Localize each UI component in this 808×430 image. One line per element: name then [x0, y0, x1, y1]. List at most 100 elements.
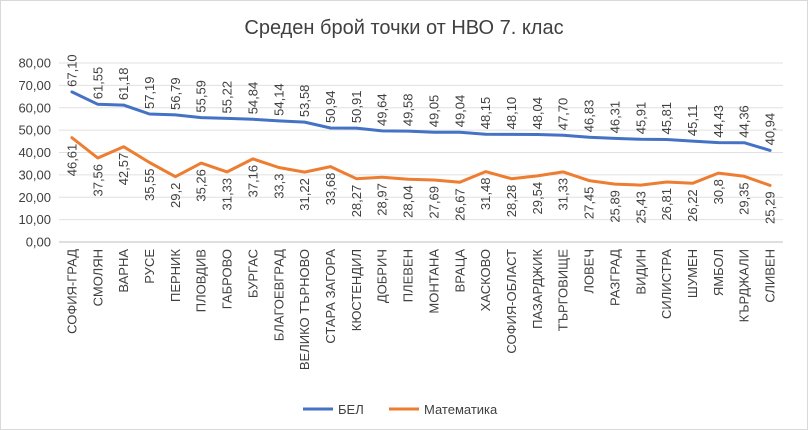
data-label: 42,57	[116, 153, 131, 186]
x-tick-label: БЛАГОЕВГРАД	[271, 249, 286, 341]
x-tick-label: ЛОВЕЧ	[582, 249, 597, 294]
x-tick-label: ДОБРИЧ	[375, 249, 390, 303]
data-label: 26,67	[452, 188, 467, 221]
data-label: 49,04	[452, 95, 467, 128]
data-label: 26,81	[659, 188, 674, 221]
data-label: 28,28	[504, 185, 519, 218]
data-label: 45,81	[659, 102, 674, 135]
legend-label: БЕЛ	[338, 402, 364, 417]
data-label: 25,29	[763, 191, 778, 224]
chart-title: Среден брой точки от НВО 7. клас	[244, 17, 563, 39]
data-label: 53,58	[297, 85, 312, 118]
data-label: 49,05	[426, 95, 441, 128]
data-label: 48,15	[478, 97, 493, 130]
data-label: 61,55	[90, 67, 105, 100]
x-tick-label: СТАРА ЗАГОРА	[323, 249, 338, 344]
data-label: 46,31	[607, 101, 622, 134]
x-tick-label: ВЕЛИКО ТЪРНОВО	[297, 249, 312, 370]
y-tick-label: 30,00	[18, 167, 51, 182]
data-label: 28,04	[401, 185, 416, 218]
data-label: 33,68	[323, 173, 338, 206]
data-label: 54,84	[245, 82, 260, 115]
data-label: 50,91	[349, 91, 364, 124]
x-tick-label: СЛИВЕН	[763, 249, 778, 303]
data-label: 31,22	[297, 178, 312, 211]
data-label: 31,33	[556, 178, 571, 211]
x-tick-label: ШУМЕН	[685, 249, 700, 298]
x-axis: СОФИЯ-ГРАД СМОЛЯН ВАРНА РУСЕ ПЕРНИК ПЛОВДИВ ГА…	[64, 249, 777, 371]
data-label: 44,43	[711, 105, 726, 138]
data-label: 45,11	[685, 104, 700, 136]
x-tick-label: ЯМБОЛ	[711, 249, 726, 296]
data-label: 67,10	[64, 54, 79, 87]
y-tick-label: 10,00	[18, 212, 51, 227]
x-tick-label: БУРГАС	[245, 249, 260, 298]
data-label: 27,69	[426, 186, 441, 219]
data-label: 54,14	[271, 83, 286, 116]
y-tick-label: 50,00	[18, 123, 51, 138]
data-label: 37,16	[245, 165, 260, 198]
data-label: 31,48	[478, 178, 493, 211]
data-label: 29,2	[168, 183, 183, 208]
legend: БЕЛ Математика	[303, 402, 498, 417]
data-label: 56,79	[168, 77, 183, 110]
x-tick-label: СИЛИСТРА	[659, 249, 674, 319]
data-label: 55,59	[194, 80, 209, 113]
x-tick-label: КЪРДЖАЛИ	[737, 249, 752, 322]
data-label: 25,89	[607, 190, 622, 223]
x-tick-label: СОФИЯ-ОБЛАСТ	[504, 249, 519, 354]
x-tick-label: РАЗГРАД	[607, 249, 622, 306]
data-label: 46,83	[582, 100, 597, 133]
x-tick-label: ТЪРГОВИЩЕ	[556, 249, 571, 332]
x-tick-label: ВИДИН	[633, 249, 648, 295]
y-tick-label: 70,00	[18, 78, 51, 93]
data-label: 47,70	[556, 98, 571, 131]
data-label: 50,94	[323, 90, 338, 123]
data-label: 35,26	[194, 169, 209, 202]
x-tick-label: ВАРНА	[116, 249, 131, 293]
x-tick-label: СМОЛЯН	[90, 249, 105, 306]
y-tick-label: 0,00	[26, 235, 51, 250]
data-label: 46,61	[64, 144, 79, 177]
x-tick-label: ПЛОВДИВ	[194, 249, 209, 312]
x-tick-label: МОНТАНА	[426, 249, 441, 314]
data-label: 49,64	[375, 93, 390, 126]
data-label: 45,91	[633, 102, 648, 135]
data-label: 44,36	[737, 105, 752, 138]
x-tick-label: СОФИЯ-ГРАД	[64, 249, 79, 334]
data-label: 48,04	[530, 97, 545, 130]
x-tick-label: ПАЗАРДЖИК	[530, 249, 545, 329]
series-line-math	[70, 136, 772, 187]
y-tick-label: 80,00	[18, 56, 51, 71]
y-axis: 0,00 10,00 20,00 30,00 40,00 50,00 60,00 70,00 8…	[18, 56, 51, 250]
data-label: 61,18	[116, 68, 131, 101]
data-label: 57,19	[142, 76, 157, 109]
data-label: 28,97	[375, 183, 390, 216]
data-label: 29,54	[530, 182, 545, 215]
data-label: 26,22	[685, 189, 700, 222]
x-tick-label: ВРАЦА	[452, 249, 467, 293]
series-group: 67,10 61,55 61,18 57,19 56,79 55,59 55,22 54,84…	[64, 54, 777, 224]
legend-label: Математика	[424, 402, 498, 417]
x-tick-label: ПЛЕВЕН	[401, 249, 416, 302]
data-label: 29,35	[737, 182, 752, 215]
data-label: 25,43	[633, 191, 648, 224]
data-label: 40,94	[763, 113, 778, 146]
data-label: 30,8	[711, 179, 726, 204]
data-label: 33,3	[271, 173, 286, 198]
data-label: 35,55	[142, 168, 157, 201]
data-label: 48,10	[504, 97, 519, 130]
x-tick-label: ГАБРОВО	[220, 249, 235, 309]
x-tick-label: РУСЕ	[142, 249, 157, 284]
data-label: 37,56	[90, 164, 105, 197]
data-label: 27,45	[582, 187, 597, 220]
series-line-bel	[70, 90, 772, 152]
y-tick-label: 60,00	[18, 100, 51, 115]
data-label: 55,22	[220, 81, 235, 114]
data-label: 28,27	[349, 185, 364, 218]
y-tick-label: 20,00	[18, 190, 51, 205]
data-label: 49,58	[401, 94, 416, 127]
x-tick-label: ХАСКОВО	[478, 249, 493, 311]
